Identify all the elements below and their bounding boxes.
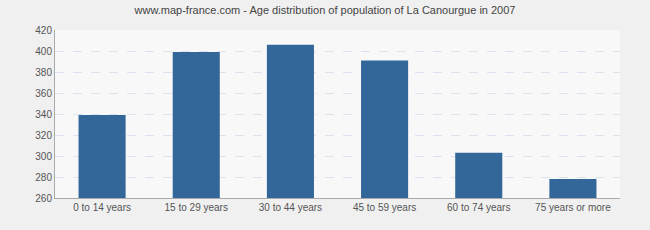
svg-text:www.map-france.com - Age distr: www.map-france.com - Age distribution of… <box>134 4 516 16</box>
svg-text:320: 320 <box>35 130 52 141</box>
svg-text:360: 360 <box>35 88 52 99</box>
svg-text:420: 420 <box>35 25 52 36</box>
svg-text:340: 340 <box>35 109 52 120</box>
svg-text:60 to 74 years: 60 to 74 years <box>447 202 510 213</box>
svg-text:0 to 14 years: 0 to 14 years <box>73 202 131 213</box>
svg-text:280: 280 <box>35 172 52 183</box>
svg-text:260: 260 <box>35 193 52 204</box>
svg-text:300: 300 <box>35 151 52 162</box>
svg-text:380: 380 <box>35 67 52 78</box>
svg-text:30 to 44 years: 30 to 44 years <box>259 202 322 213</box>
svg-text:400: 400 <box>35 46 52 57</box>
svg-text:75 years or more: 75 years or more <box>535 202 611 213</box>
svg-text:15 to 29 years: 15 to 29 years <box>165 202 228 213</box>
svg-text:45 to 59 years: 45 to 59 years <box>353 202 416 213</box>
